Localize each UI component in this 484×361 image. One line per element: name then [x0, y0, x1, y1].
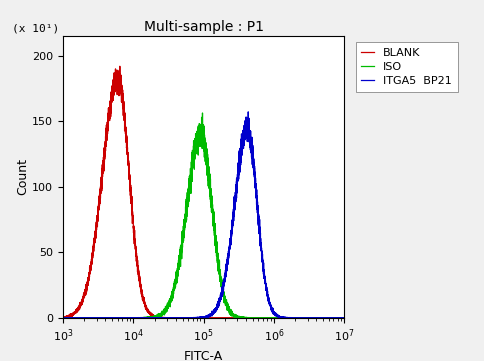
ISO	[226, 309, 232, 313]
Line: ITGA5  BP21: ITGA5 BP21	[63, 112, 344, 318]
ISO	[283, 316, 289, 320]
Line: ISO: ISO	[63, 113, 344, 318]
ISO	[341, 316, 347, 320]
BLANK	[117, 64, 122, 68]
Line: BLANK: BLANK	[63, 66, 344, 318]
Title: Multi-sample : P1: Multi-sample : P1	[143, 19, 263, 34]
BLANK	[155, 316, 161, 320]
ITGA5  BP21	[268, 307, 274, 311]
ISO	[162, 308, 167, 312]
ITGA5  BP21	[341, 316, 347, 320]
ISO	[60, 316, 66, 320]
BLANK	[226, 316, 232, 320]
Text: (x 10¹): (x 10¹)	[13, 23, 60, 33]
BLANK	[162, 316, 167, 320]
ISO	[199, 111, 205, 115]
BLANK	[239, 316, 244, 320]
ISO	[268, 316, 274, 320]
X-axis label: FITC-A: FITC-A	[184, 349, 223, 361]
ITGA5  BP21	[238, 152, 244, 157]
BLANK	[74, 308, 80, 312]
ISO	[74, 316, 80, 320]
ITGA5  BP21	[60, 316, 66, 320]
ISO	[239, 316, 244, 320]
ITGA5  BP21	[74, 316, 80, 320]
ITGA5  BP21	[245, 110, 251, 114]
BLANK	[268, 316, 274, 320]
Legend: BLANK, ISO, ITGA5  BP21: BLANK, ISO, ITGA5 BP21	[355, 42, 457, 92]
BLANK	[283, 316, 289, 320]
ITGA5  BP21	[162, 316, 167, 320]
BLANK	[341, 316, 347, 320]
BLANK	[60, 315, 66, 319]
ISO	[60, 316, 66, 320]
ITGA5  BP21	[283, 316, 289, 320]
Y-axis label: Count: Count	[16, 158, 30, 195]
ITGA5  BP21	[226, 246, 232, 251]
